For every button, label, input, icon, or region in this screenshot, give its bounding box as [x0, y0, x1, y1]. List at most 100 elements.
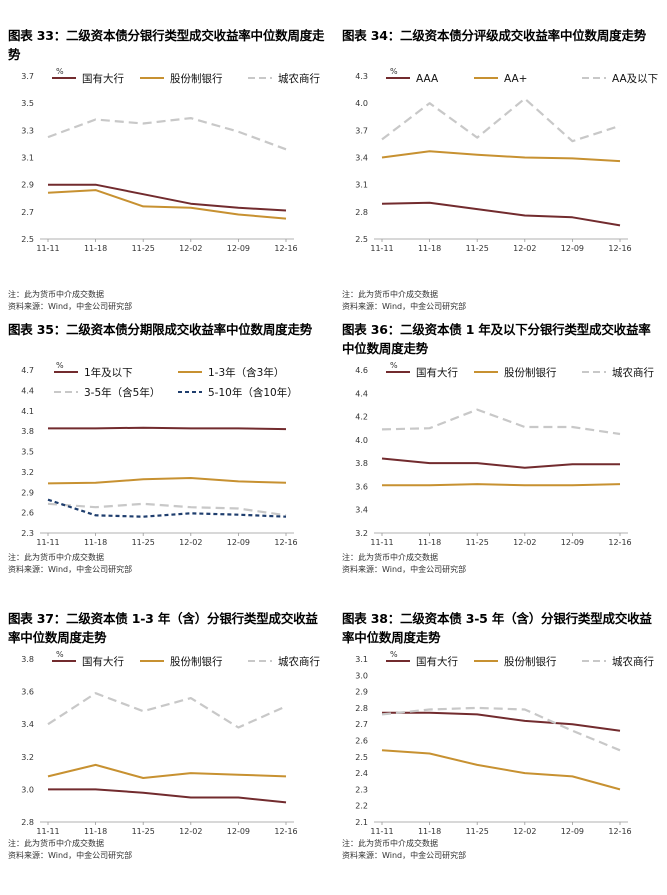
data-point [524, 773, 525, 774]
y-tick-label: 2.4 [355, 769, 368, 778]
series-line-3 [47, 502, 287, 517]
data-point [429, 202, 430, 203]
data-point [143, 792, 144, 793]
series-line-2 [382, 483, 621, 487]
data-point [95, 190, 96, 191]
y-tick-label: 4.3 [355, 72, 368, 81]
data-point [429, 428, 430, 429]
data-point [381, 157, 382, 158]
data-point [619, 433, 620, 434]
x-tick-label: 11-25 [132, 244, 155, 253]
data-point [95, 428, 96, 429]
x-tick-label: 12-16 [274, 244, 297, 253]
x-tick-label: 11-18 [418, 538, 441, 547]
data-point [238, 514, 239, 515]
y-tick-label: 2.8 [355, 704, 368, 713]
legend-label-1: 1年及以下 [84, 366, 133, 379]
data-point [524, 98, 525, 99]
data-point [47, 724, 48, 725]
x-tick-label: 12-09 [561, 244, 584, 253]
chart-source: 资料来源：Wind，中金公司研究部 [342, 302, 467, 311]
data-point [285, 706, 286, 707]
data-point [238, 727, 239, 728]
chart-panel-34: 图表 34：二级资本债分评级成交收益率中位数周度走势 % 2.5 2.8 3.1 3.4… [342, 26, 662, 312]
x-tick-label: 11-25 [132, 538, 155, 547]
data-point [285, 149, 286, 150]
y-axis-unit: % [390, 650, 398, 659]
x-tick-label: 11-18 [418, 827, 441, 836]
data-point [619, 789, 620, 790]
data-point [524, 426, 525, 427]
data-point [95, 507, 96, 508]
y-tick-label: 3.2 [21, 468, 34, 477]
y-axis-unit: % [56, 67, 64, 76]
legend-label-4: 5-10年（含10年） [208, 386, 298, 399]
y-axis-unit: % [390, 361, 398, 370]
chart-note: 注：此为货币中介成交数据 [8, 290, 104, 299]
data-point [190, 773, 191, 774]
legend-label-2: 股份制银行 [170, 655, 223, 668]
data-point [381, 203, 382, 204]
series-line-2 [381, 749, 621, 791]
data-point [190, 203, 191, 204]
data-point [47, 499, 48, 500]
y-tick-label: 2.2 [355, 802, 368, 811]
data-point [524, 485, 525, 486]
x-tick-label: 11-25 [466, 244, 489, 253]
chart-36: % 3.2 3.4 3.6 3.8 4.0 4.2 4.4 4.6 11-11 11-18 11-25… [342, 358, 662, 578]
x-tick-label: 11-11 [36, 244, 59, 253]
series-line-1 [382, 711, 621, 732]
data-point [47, 428, 48, 429]
chart-title: 图表 38：二级资本债 3-5 年（含）分银行类型成交收益率中位数周度走势 [342, 611, 652, 645]
data-point [238, 131, 239, 132]
series-line-1 [381, 457, 620, 469]
data-point [477, 137, 478, 138]
series-line-2 [381, 150, 621, 163]
legend-label-2: 1-3年（含3年） [208, 366, 284, 379]
x-tick-label: 11-18 [418, 244, 441, 253]
series-line-1 [48, 426, 287, 431]
data-point [572, 730, 573, 731]
y-tick-label: 4.0 [355, 99, 368, 108]
data-point [47, 184, 48, 185]
y-tick-label: 3.1 [21, 154, 34, 163]
y-tick-label: 2.1 [355, 818, 368, 827]
chart-title: 图表 34：二级资本债分评级成交收益率中位数周度走势 [342, 28, 647, 43]
x-tick-label: 12-16 [608, 538, 631, 547]
x-tick-label: 12-02 [179, 244, 202, 253]
data-point [477, 707, 478, 708]
legend-label-1: 国有大行 [82, 655, 124, 668]
chart-38: % 2.1 2.2 2.3 2.4 2.5 2.6 2.7 2.8 2.9 3.0 3.1 11-11 1… [342, 647, 662, 867]
legend-label-3: AA及以下 [612, 73, 658, 85]
chart-source: 资料来源：Wind，中金公司研究部 [8, 565, 133, 574]
legend-label-3: 城农商行 [278, 72, 320, 85]
y-tick-label: 4.1 [21, 407, 34, 416]
y-tick-label: 3.2 [355, 529, 368, 538]
data-point [190, 428, 191, 429]
data-point [524, 467, 525, 468]
y-tick-label: 3.4 [355, 506, 368, 515]
y-tick-label: 2.7 [355, 720, 368, 729]
data-point [477, 463, 478, 464]
series-line-3 [47, 116, 287, 151]
y-tick-label: 2.6 [355, 737, 368, 746]
chart-svg: % 2.1 2.2 2.3 2.4 2.5 2.6 2.7 2.8 2.9 3.0 3.1 11-11 1… [355, 650, 654, 836]
chart-panel-35: 图表 35：二级资本债分期限成交收益率中位数周度走势 % 2.3 2.6 2.9 3.2… [8, 320, 328, 606]
x-tick-label: 12-16 [608, 827, 631, 836]
y-tick-label: 2.5 [21, 235, 34, 244]
legend-label-3: 城农商行 [278, 655, 320, 668]
data-point [477, 154, 478, 155]
x-tick-label: 12-02 [179, 827, 202, 836]
data-point [143, 711, 144, 712]
data-point [143, 123, 144, 124]
chart-note: 注：此为货币中介成交数据 [342, 553, 438, 562]
data-point [190, 507, 191, 508]
data-point [190, 477, 191, 478]
chart-37: % 2.8 3.0 3.2 3.4 3.6 3.8 11-11 11-18 11-25 12-02 1… [8, 647, 328, 867]
chart-title: 图表 36：二级资本债 1 年及以下分银行类型成交收益率中位数周度走势 [342, 322, 651, 356]
y-tick-label: 3.4 [355, 154, 368, 163]
y-tick-label: 3.5 [21, 448, 34, 457]
data-point [381, 485, 382, 486]
data-point [190, 118, 191, 119]
data-point [238, 214, 239, 215]
